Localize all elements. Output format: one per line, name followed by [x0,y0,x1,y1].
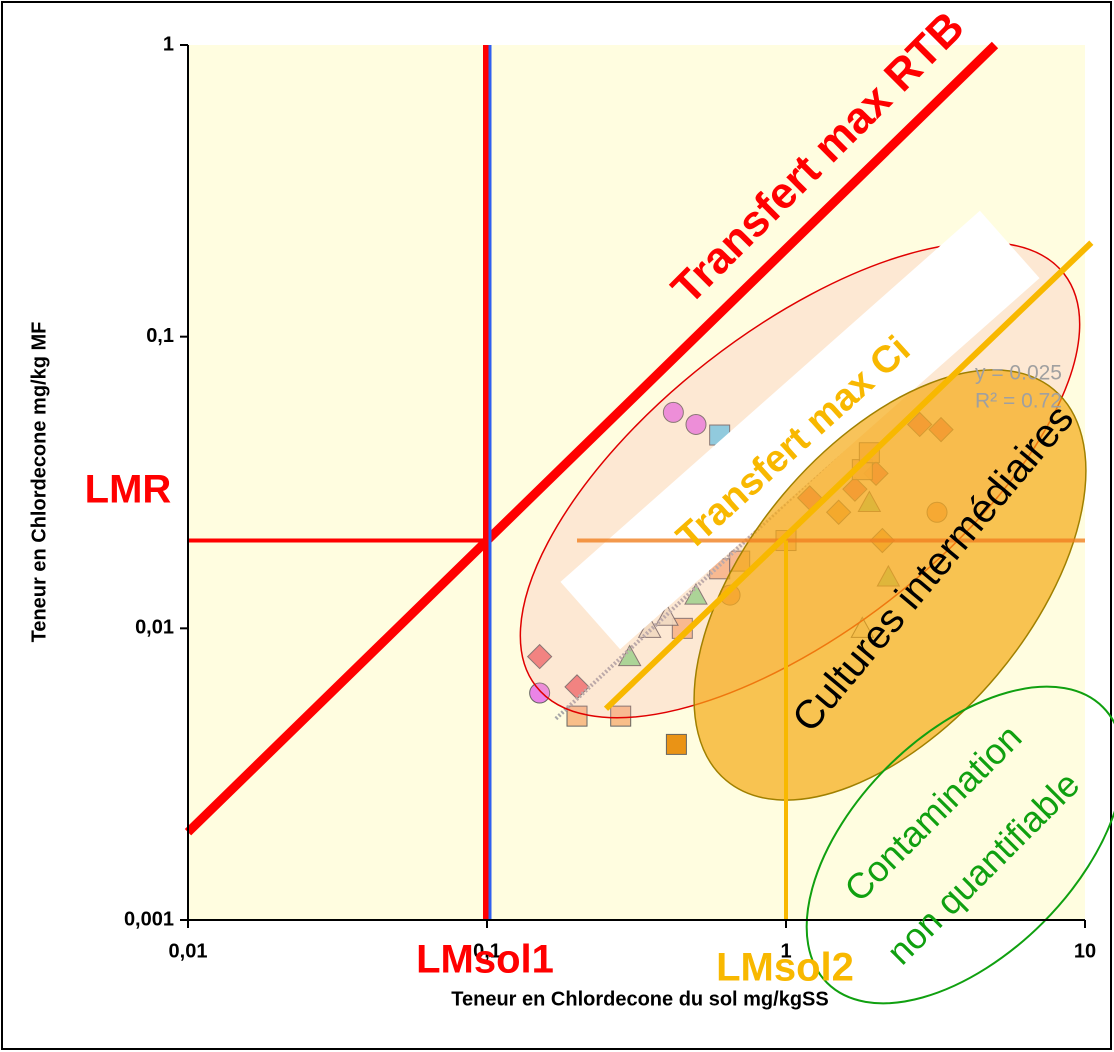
point [684,583,708,605]
point [526,643,553,670]
line-label: LMsol2 [716,946,854,990]
point [662,401,684,423]
ticks: 0,01 0,1 1 10 0,001 0,01 0,1 1 [124,33,1096,962]
point [685,413,707,435]
x-tick-label: 1 [780,940,791,962]
x-tick-label: 0,01 [169,940,208,962]
y-tick-label: 0,001 [124,908,174,930]
y-tick-label: 1 [163,33,174,55]
x-tick-label: 10 [1074,940,1096,962]
reference-line [603,240,1094,711]
point [610,705,632,727]
point [529,682,551,704]
y-tick-label: 0,01 [135,617,174,639]
ellipse-cultures [693,369,1087,801]
r-squared: R² = 0.72 [975,390,1062,413]
line-label: LMsol1 [416,938,554,982]
x-tick-label: 0,1 [473,940,501,962]
equation: y = 0.025 [975,362,1062,385]
point [665,733,687,755]
y-axis-label: Teneur en Chlordecone mg/kg MF [28,322,50,643]
x-axis-label: Teneur en Chlordecone du sol mg/kgSS [451,988,828,1010]
lines [184,41,1094,920]
reference-line [184,41,999,836]
y-tick-label: 0,1 [146,325,174,347]
line-label: LMR [85,468,172,512]
ellipse-contamination [805,685,1114,1005]
